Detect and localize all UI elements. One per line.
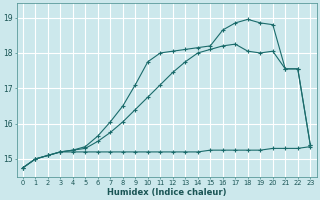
X-axis label: Humidex (Indice chaleur): Humidex (Indice chaleur)	[107, 188, 226, 197]
